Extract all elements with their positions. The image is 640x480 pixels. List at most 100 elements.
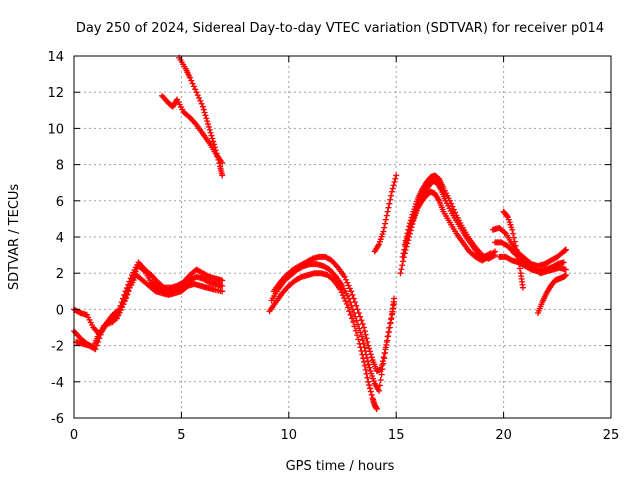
series-10 [397, 188, 499, 277]
data-point [383, 341, 390, 348]
data-point [115, 312, 122, 319]
data-point [360, 358, 367, 365]
data-point [116, 309, 123, 316]
data-point [353, 302, 360, 309]
data-point [366, 382, 373, 389]
data-point [359, 337, 366, 344]
data-point [379, 358, 386, 365]
y-tick-label: -6 [51, 412, 64, 427]
data-point [364, 358, 371, 365]
data-point [362, 331, 369, 338]
data-point [345, 282, 352, 289]
y-tick-label: 8 [56, 159, 64, 174]
series-8 [270, 253, 398, 374]
data-point [355, 336, 362, 343]
data-point [367, 351, 374, 358]
data-point [378, 366, 385, 373]
data-point [341, 273, 348, 280]
series-15 [500, 208, 526, 291]
data-point [514, 251, 521, 258]
data-point [197, 97, 204, 104]
y-axis-label: SDTVAR / TECUs [7, 184, 22, 291]
data-point [386, 200, 393, 207]
data-point [196, 94, 203, 101]
data-point [385, 333, 392, 340]
x-tick-label: 0 [70, 428, 78, 443]
data-point [360, 340, 367, 347]
data-point [510, 230, 517, 237]
data-point [368, 354, 375, 361]
data-point [355, 310, 362, 317]
data-point [519, 284, 526, 291]
data-point [215, 156, 222, 163]
data-point [200, 106, 207, 113]
data-point [401, 246, 408, 253]
series-9 [371, 172, 400, 255]
data-point [368, 391, 375, 398]
data-point [352, 327, 359, 334]
data-point [384, 208, 391, 215]
data-point [406, 220, 413, 227]
data-point [360, 324, 367, 331]
data-point [202, 112, 209, 119]
data-point [407, 217, 414, 224]
data-point [207, 129, 214, 136]
data-point [351, 323, 358, 330]
data-point [364, 338, 371, 345]
x-tick-label: 20 [495, 428, 512, 443]
data-point [391, 300, 398, 307]
data-point [373, 405, 380, 412]
data-point [351, 299, 358, 306]
data-point [205, 121, 212, 128]
data-point [397, 270, 404, 277]
series-16 [496, 253, 567, 275]
data-point [380, 228, 387, 235]
data-point [210, 138, 217, 145]
data-point [402, 237, 409, 244]
data-point [404, 230, 411, 237]
data-point [189, 80, 196, 87]
data-point [509, 226, 516, 233]
data-point [346, 308, 353, 315]
data-point [401, 241, 408, 248]
data-point [214, 153, 221, 160]
data-point [408, 214, 415, 221]
data-point [358, 333, 365, 340]
data-point [366, 345, 373, 352]
data-point [356, 325, 363, 332]
data-point [212, 147, 219, 154]
data-point [354, 321, 361, 328]
data-point [560, 259, 567, 266]
data-point [399, 253, 406, 260]
data-point [339, 292, 346, 299]
data-point [95, 338, 102, 345]
y-tick-label: 2 [56, 267, 64, 282]
data-point [366, 348, 373, 355]
y-tick-label: 14 [47, 50, 64, 65]
data-point [382, 220, 389, 227]
data-point [363, 335, 370, 342]
data-point [337, 286, 344, 293]
data-point [219, 282, 226, 289]
data-point [350, 319, 357, 326]
data-point [398, 266, 405, 273]
data-point [403, 234, 410, 240]
data-point [121, 297, 128, 304]
data-point [382, 346, 389, 353]
series-1 [71, 262, 226, 351]
data-point [209, 135, 216, 142]
data-point [384, 337, 391, 344]
data-point [203, 115, 210, 122]
data-point [388, 315, 395, 322]
data-point [501, 229, 508, 236]
data-point [97, 331, 104, 338]
data-point [387, 319, 394, 326]
data-point [361, 344, 368, 351]
data-point [512, 242, 519, 249]
data-point [205, 123, 212, 130]
data-point [208, 132, 215, 139]
data-point [376, 387, 383, 394]
data-point [365, 378, 372, 385]
data-point [357, 329, 364, 336]
